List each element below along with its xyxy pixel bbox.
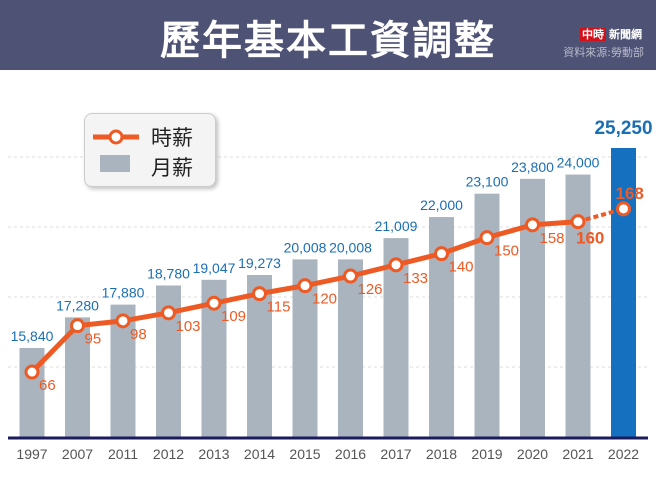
bar-label: 15,840 — [11, 328, 54, 344]
brand-logo: 中時 新聞網 — [580, 28, 642, 41]
legend-bar-icon — [100, 155, 130, 172]
hourly-marker — [161, 305, 176, 321]
bar-label: 21,009 — [375, 218, 418, 234]
hourly-label: 95 — [85, 331, 102, 348]
hourly-label: 158 — [540, 230, 565, 247]
legend: 時薪 月薪 — [84, 113, 216, 187]
hourly-marker — [206, 295, 222, 311]
hourly-marker — [115, 313, 131, 329]
x-tick-label: 2016 — [335, 446, 366, 462]
hourly-label: 109 — [221, 308, 246, 325]
x-tick-label: 2007 — [62, 446, 93, 462]
bar-label: 23,800 — [511, 159, 554, 175]
hourly-marker — [24, 364, 40, 380]
hourly-label: 168 — [616, 184, 644, 203]
hourly-marker — [252, 286, 267, 302]
legend-monthly: 月薪 — [151, 156, 193, 180]
x-tick-label: 1997 — [16, 446, 47, 462]
x-tick-label: 2014 — [244, 446, 275, 462]
legend-symbols — [93, 129, 139, 172]
x-tick-label: 2012 — [153, 446, 184, 462]
hourly-label: 126 — [358, 281, 383, 298]
bar — [338, 259, 363, 437]
x-tick-label: 2019 — [471, 446, 502, 462]
x-tick-label: 2021 — [562, 446, 593, 462]
x-tick-label: 2015 — [289, 446, 320, 462]
hourly-label: 66 — [39, 377, 56, 394]
x-tick-label: 2020 — [517, 446, 548, 462]
bar-label: 20,008 — [329, 239, 372, 255]
bar-label: 24,000 — [557, 155, 600, 171]
legend-marker-icon — [108, 129, 124, 145]
bar — [247, 275, 272, 437]
hourly-marker — [570, 214, 586, 230]
hourly-label: 140 — [449, 259, 474, 276]
hourly-label: 115 — [267, 299, 291, 316]
bar-label: 20,008 — [284, 239, 327, 255]
bar-label: 17,880 — [102, 285, 145, 301]
x-tick-label: 2018 — [426, 446, 457, 462]
x-tick-label: 2011 — [108, 446, 138, 462]
x-tick-label: 2017 — [380, 446, 411, 462]
bar-label: 25,250 — [594, 118, 652, 139]
hourly-marker — [434, 246, 449, 262]
hourly-marker — [479, 230, 495, 246]
hourly-label: 160 — [576, 229, 604, 248]
source-note: 資料來源:勞動部 — [563, 46, 644, 59]
page-title: 歷年基本工資調整 — [160, 18, 496, 64]
bar-label: 22,000 — [420, 197, 463, 213]
legend-hourly: 時薪 — [151, 126, 193, 150]
bar-label: 19,273 — [238, 255, 281, 271]
hourly-label: 103 — [176, 318, 201, 335]
bar-label: 18,780 — [147, 265, 190, 281]
hourly-label: 150 — [494, 243, 519, 260]
x-tick-label: 2013 — [198, 446, 229, 462]
bar-label: 19,047 — [193, 260, 236, 276]
bar-label: 23,100 — [466, 174, 509, 190]
hourly-label: 120 — [312, 291, 337, 308]
hourly-marker — [388, 257, 404, 273]
hourly-label: 98 — [130, 326, 147, 343]
header: 歷年基本工資調整 中時 新聞網 資料來源:勞動部 — [0, 0, 656, 70]
hourly-marker — [343, 268, 358, 284]
x-tick-label: 2022 — [608, 446, 639, 462]
hourly-marker — [525, 217, 540, 233]
hourly-label: 133 — [403, 270, 428, 287]
bar — [565, 174, 591, 437]
hourly-marker — [70, 318, 85, 334]
hourly-marker — [616, 201, 631, 217]
bar-label: 17,280 — [56, 297, 99, 313]
bar — [611, 148, 636, 437]
hourly-marker — [297, 278, 313, 294]
